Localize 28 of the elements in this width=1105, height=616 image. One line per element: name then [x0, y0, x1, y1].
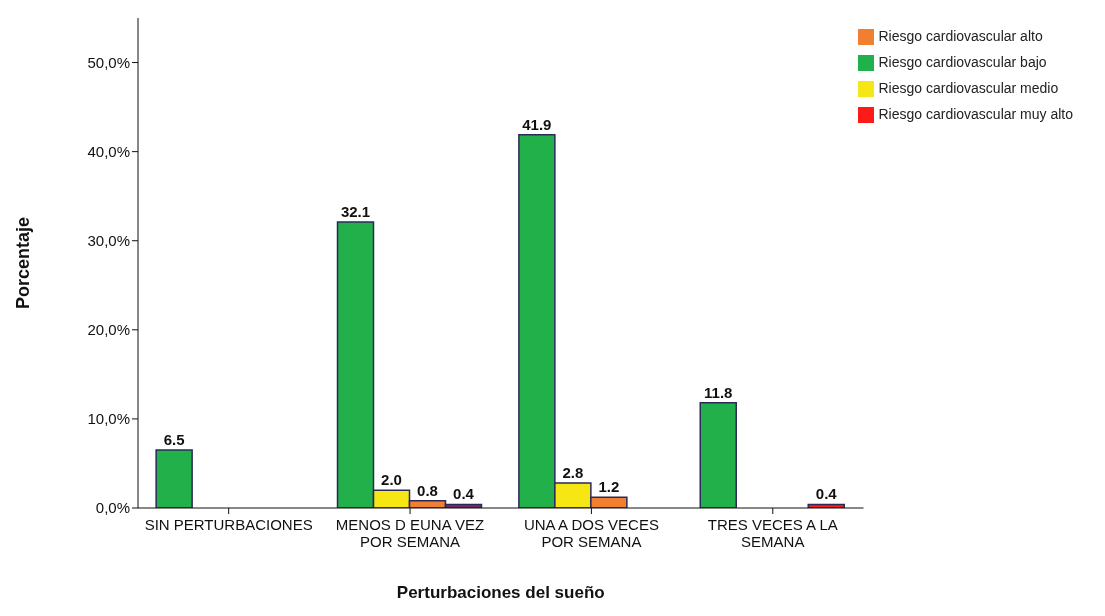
legend-label: Riesgo cardiovascular alto — [878, 28, 1043, 44]
data-label: 1.2 — [598, 478, 620, 496]
data-label: 2.8 — [562, 464, 584, 482]
y-tick-label: 50,0% — [87, 53, 130, 71]
y-axis-title: Porcentaje — [13, 216, 34, 310]
data-label: 41.9 — [522, 115, 552, 133]
data-label: 2.0 — [381, 471, 402, 489]
data-label: 11.8 — [704, 383, 733, 401]
x-tick-label: MENOS D EUNA VEZ POR SEMANA — [335, 516, 485, 550]
y-tick-label: 0,0% — [95, 499, 130, 517]
y-tick-label: 20,0% — [87, 321, 130, 339]
y-tick-label: 40,0% — [87, 142, 130, 160]
x-axis-title: Perturbaciones del sueño — [396, 583, 605, 602]
bar — [155, 449, 193, 508]
x-tick-label: TRES VECES A LA SEMANA — [707, 516, 838, 550]
data-label: 6.5 — [163, 431, 185, 449]
data-label: 0.4 — [815, 485, 838, 503]
x-tick-label: UNA A DOS VECES POR SEMANA — [523, 516, 659, 550]
bar — [699, 402, 737, 508]
y-tick-label: 30,0% — [87, 232, 130, 250]
legend-label: Riesgo cardiovascular muy alto — [878, 106, 1073, 122]
data-label: 32.1 — [340, 203, 371, 221]
x-tick-label: SIN PERTURBACIONES — [144, 516, 313, 533]
data-label: 0.4 — [453, 485, 475, 503]
legend-label: Riesgo cardiovascular bajo — [878, 54, 1047, 70]
legend-label: Riesgo cardiovascular medio — [878, 80, 1059, 96]
y-tick-label: 10,0% — [87, 410, 130, 428]
data-label: 0.8 — [417, 481, 438, 499]
